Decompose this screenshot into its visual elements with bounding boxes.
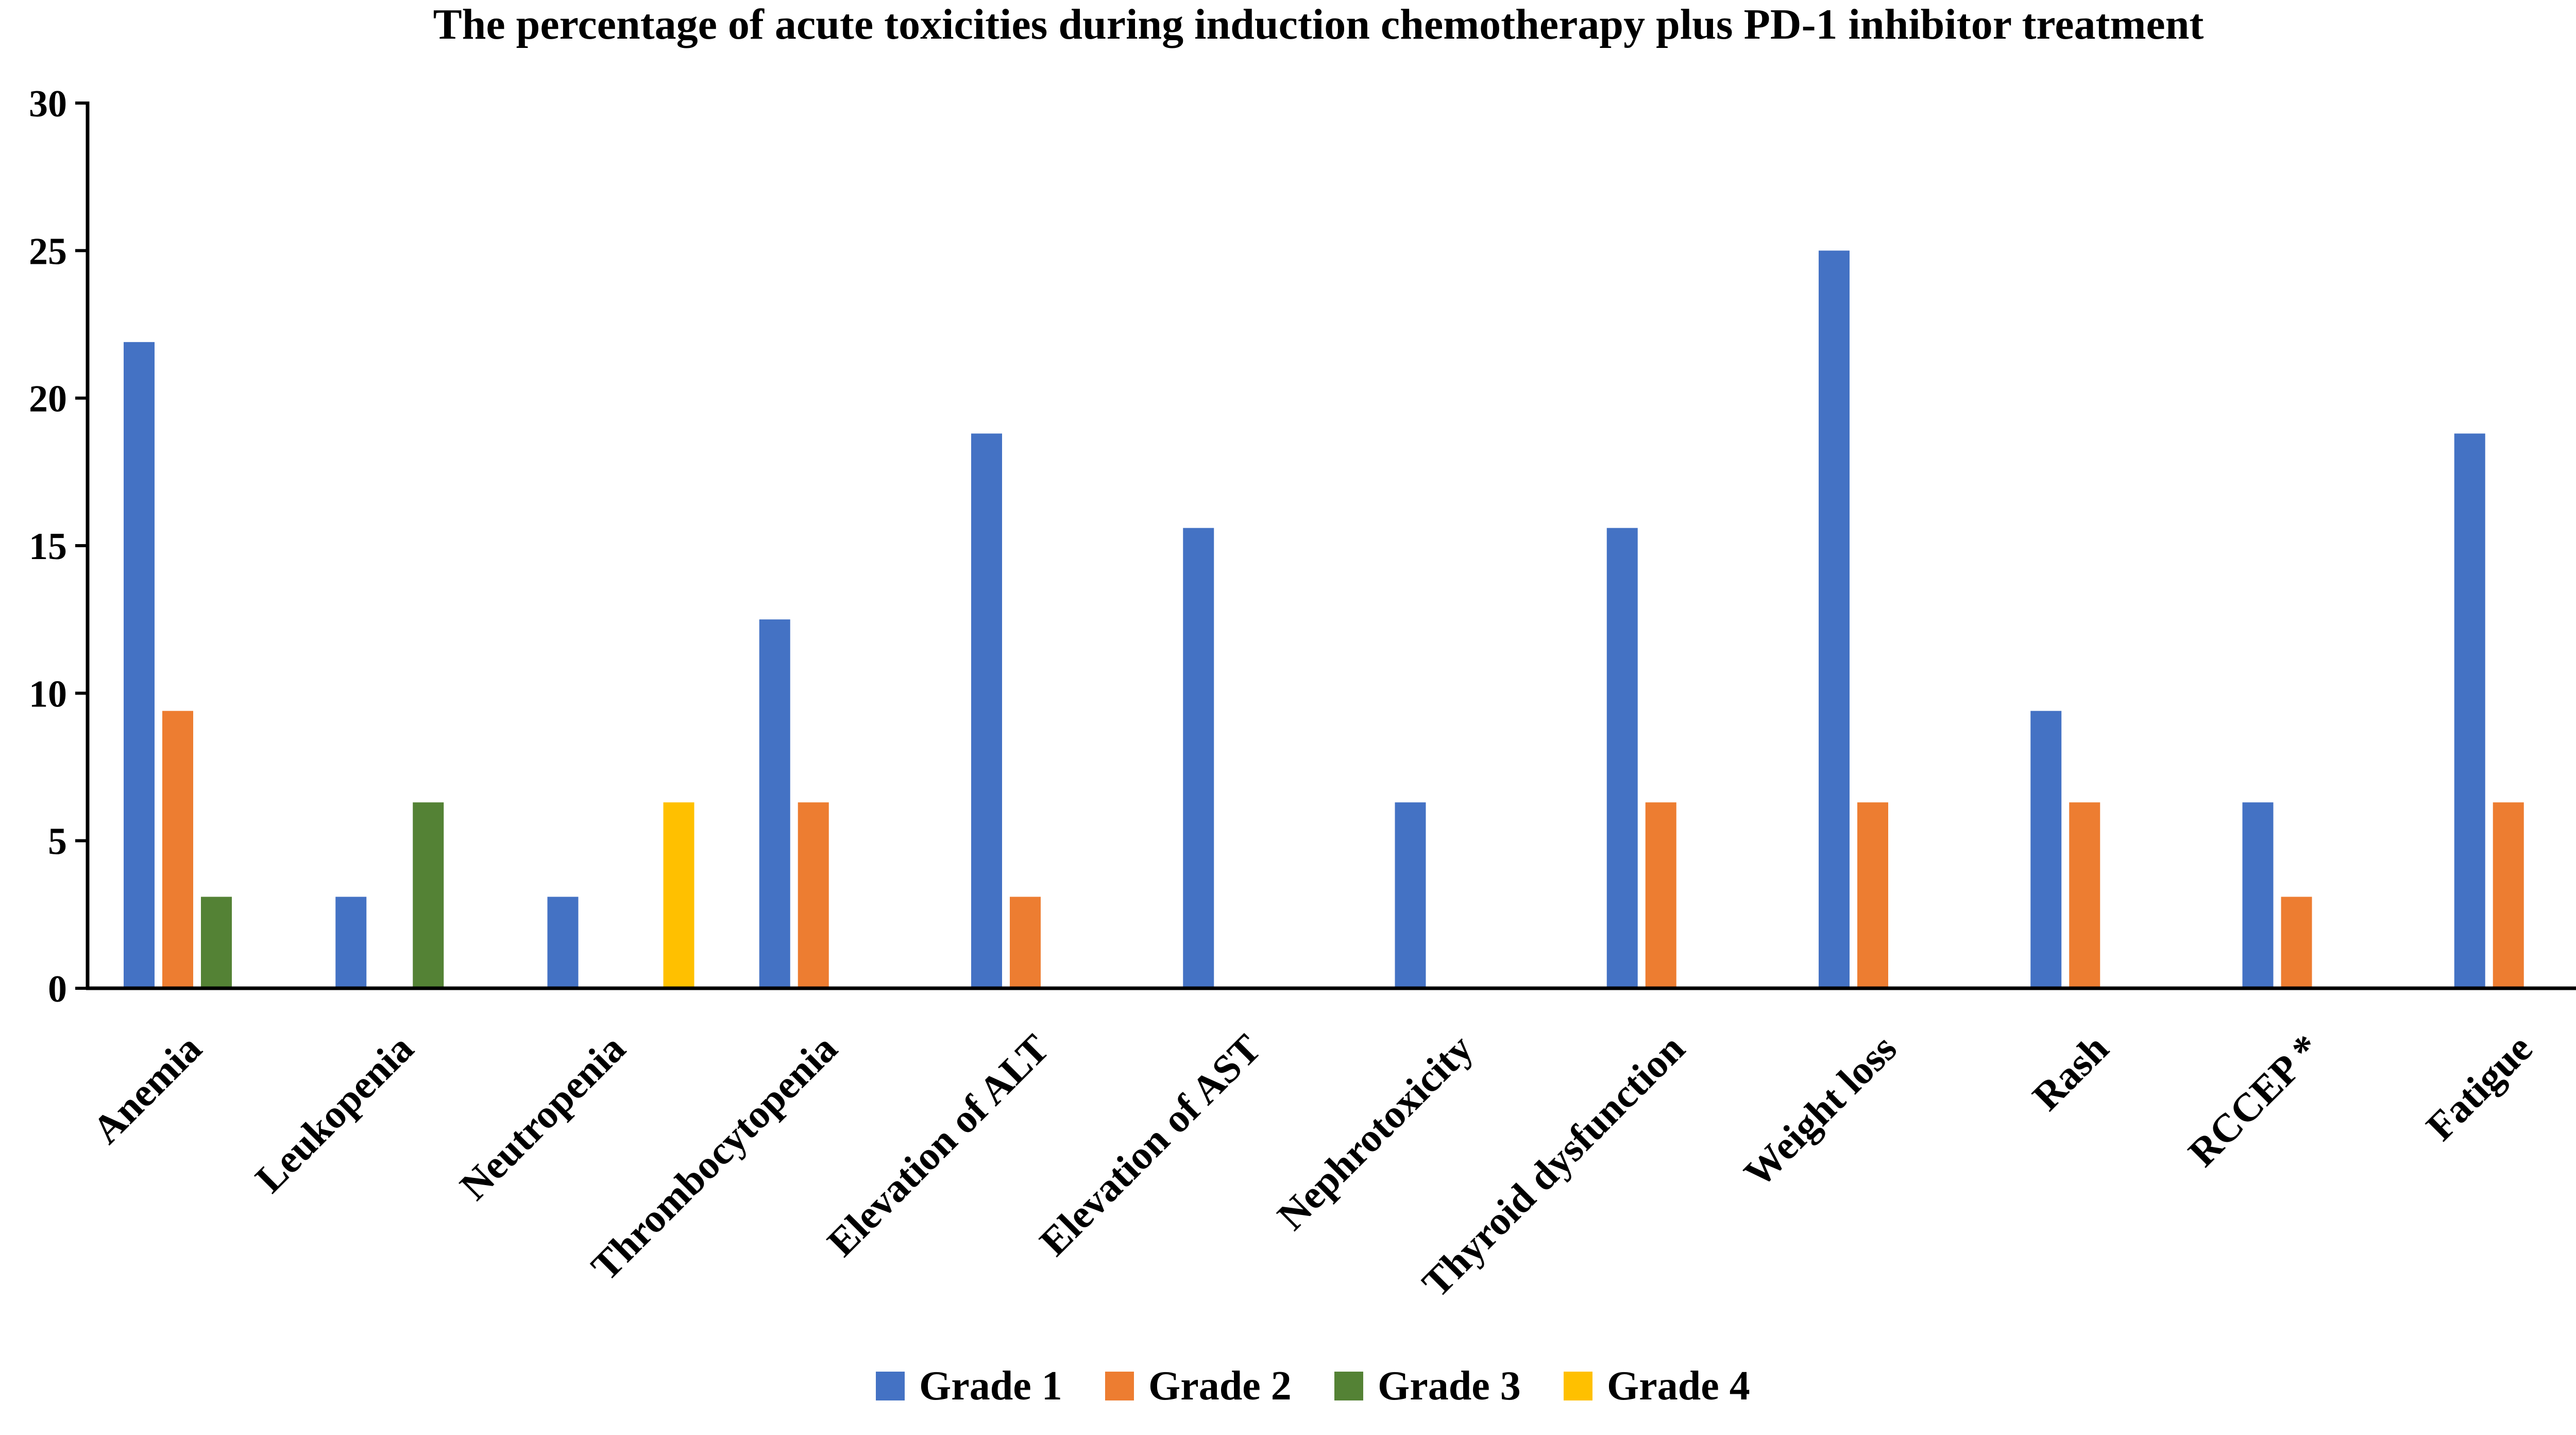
x-tick-label: Neutropenia bbox=[451, 1026, 634, 1209]
x-tick-label: Fatigue bbox=[2417, 1026, 2540, 1149]
y-tick-label: 25 bbox=[29, 230, 67, 273]
bar-rash-grade-1 bbox=[2030, 711, 2062, 988]
bar-leukopenia-grade-1 bbox=[335, 897, 367, 988]
bar-thyroid-dysfunction-grade-2 bbox=[1645, 802, 1676, 988]
bar-neutropenia-grade-4 bbox=[663, 802, 694, 988]
bar-thrombocytopenia-grade-2 bbox=[798, 802, 829, 988]
bar-weight-loss-grade-2 bbox=[1857, 802, 1888, 988]
legend-swatch-grade-1 bbox=[876, 1372, 905, 1400]
legend-label: Grade 3 bbox=[1378, 1363, 1521, 1409]
x-axis-labels: Anemia Leukopenia NeutropeniaThrombocytope… bbox=[83, 1026, 2540, 1306]
bar-rash-grade-2 bbox=[2069, 802, 2100, 988]
x-tick-label: Anemia bbox=[83, 1026, 210, 1152]
bar-neutropenia-grade-1 bbox=[547, 897, 579, 988]
bar-rccep-grade-1 bbox=[2242, 802, 2274, 988]
legend-swatch-grade-2 bbox=[1105, 1372, 1134, 1400]
legend-swatch-grade-4 bbox=[1564, 1372, 1592, 1400]
x-tick-label: Nephrotoxicity bbox=[1268, 1026, 1481, 1239]
y-tick-label: 30 bbox=[29, 83, 67, 125]
bar-weight-loss-grade-1 bbox=[1819, 250, 1850, 988]
y-tick-label: 5 bbox=[48, 821, 67, 863]
bar-elevation-of-ast-grade-1 bbox=[1183, 528, 1214, 988]
chart-title: The percentage of acute toxicities durin… bbox=[433, 1, 2204, 48]
x-tick-label: Elevation of AST bbox=[1031, 1026, 1269, 1264]
y-tick-label: 20 bbox=[29, 378, 67, 420]
bar-thyroid-dysfunction-grade-1 bbox=[1606, 528, 1638, 988]
x-tick-label: Weight loss bbox=[1735, 1026, 1905, 1196]
bar-nephrotoxicity-grade-1 bbox=[1395, 802, 1426, 988]
bar-anemia-grade-3 bbox=[201, 897, 232, 988]
x-tick-label: Rash bbox=[2024, 1026, 2117, 1119]
bar-elevation-of-alt-grade-1 bbox=[971, 433, 1002, 988]
y-tick-label: 15 bbox=[29, 526, 67, 568]
bar-fatigue-grade-1 bbox=[2454, 433, 2485, 988]
bar-thrombocytopenia-grade-1 bbox=[759, 619, 790, 988]
legend-label: Grade 4 bbox=[1607, 1363, 1750, 1409]
y-axis-ticks: 0 5 10 15 20 25 30 bbox=[29, 83, 88, 1010]
legend: Grade 1 Grade 2 Grade 3 Grade 4 bbox=[876, 1363, 1750, 1409]
x-tick-label: Elevation of ALT bbox=[819, 1026, 1058, 1265]
legend-label: Grade 2 bbox=[1148, 1363, 1292, 1409]
legend-label: Grade 1 bbox=[919, 1363, 1062, 1409]
bar-rccep-grade-2 bbox=[2281, 897, 2312, 988]
bar-fatigue-grade-2 bbox=[2493, 802, 2524, 988]
x-tick-label: RCCEP * bbox=[2179, 1026, 2329, 1175]
y-tick-label: 10 bbox=[29, 673, 67, 715]
bars-group bbox=[124, 250, 2524, 988]
legend-swatch-grade-3 bbox=[1334, 1372, 1363, 1400]
bar-anemia-grade-2 bbox=[162, 711, 193, 988]
y-tick-label: 0 bbox=[48, 968, 67, 1010]
bar-anemia-grade-1 bbox=[124, 342, 155, 988]
bar-elevation-of-alt-grade-2 bbox=[1010, 897, 1041, 988]
x-tick-label: Leukopenia bbox=[246, 1026, 421, 1201]
axes bbox=[86, 102, 2576, 990]
bar-leukopenia-grade-3 bbox=[413, 802, 444, 988]
